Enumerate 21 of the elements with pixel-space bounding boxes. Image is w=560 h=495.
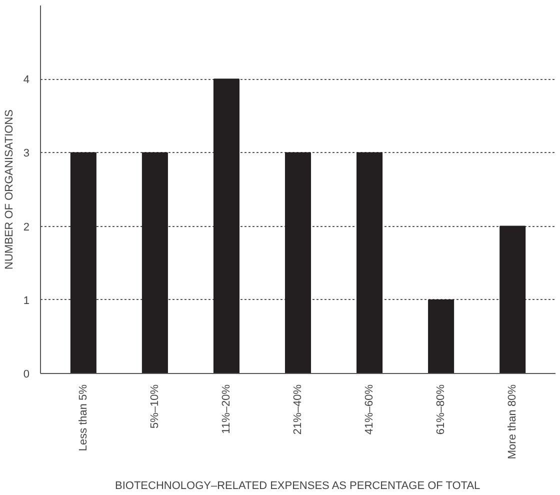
bar — [428, 299, 454, 374]
x-tick-label: More than 80% — [506, 384, 519, 460]
y-tick-label: 4 — [23, 74, 30, 86]
y-tick-label: 1 — [23, 294, 30, 307]
y-axis-title: NUMBER OF ORGANISATIONS — [3, 110, 16, 270]
bar — [500, 226, 526, 374]
y-tick-label: 2 — [23, 221, 30, 234]
bar — [356, 152, 383, 374]
x-axis-title: BIOTECHNOLOGY–RELATED EXPENSES AS PERCENTAGE OF TOTAL — [115, 480, 480, 492]
bar — [284, 152, 312, 374]
x-tick-label: 5%–10% — [148, 384, 161, 429]
x-tick-label: 61%–80% — [435, 384, 448, 435]
bar — [213, 78, 240, 374]
y-tick-label: 3 — [23, 148, 30, 160]
bar — [70, 152, 96, 374]
x-tick-label: 41%–60% — [364, 384, 376, 435]
bar — [142, 152, 168, 374]
x-tick-label: 11%–20% — [220, 384, 232, 434]
y-tick-label: 0 — [23, 368, 30, 380]
x-tick-label: 21%–40% — [292, 384, 304, 435]
x-tick-label: Less than 5% — [77, 384, 90, 452]
